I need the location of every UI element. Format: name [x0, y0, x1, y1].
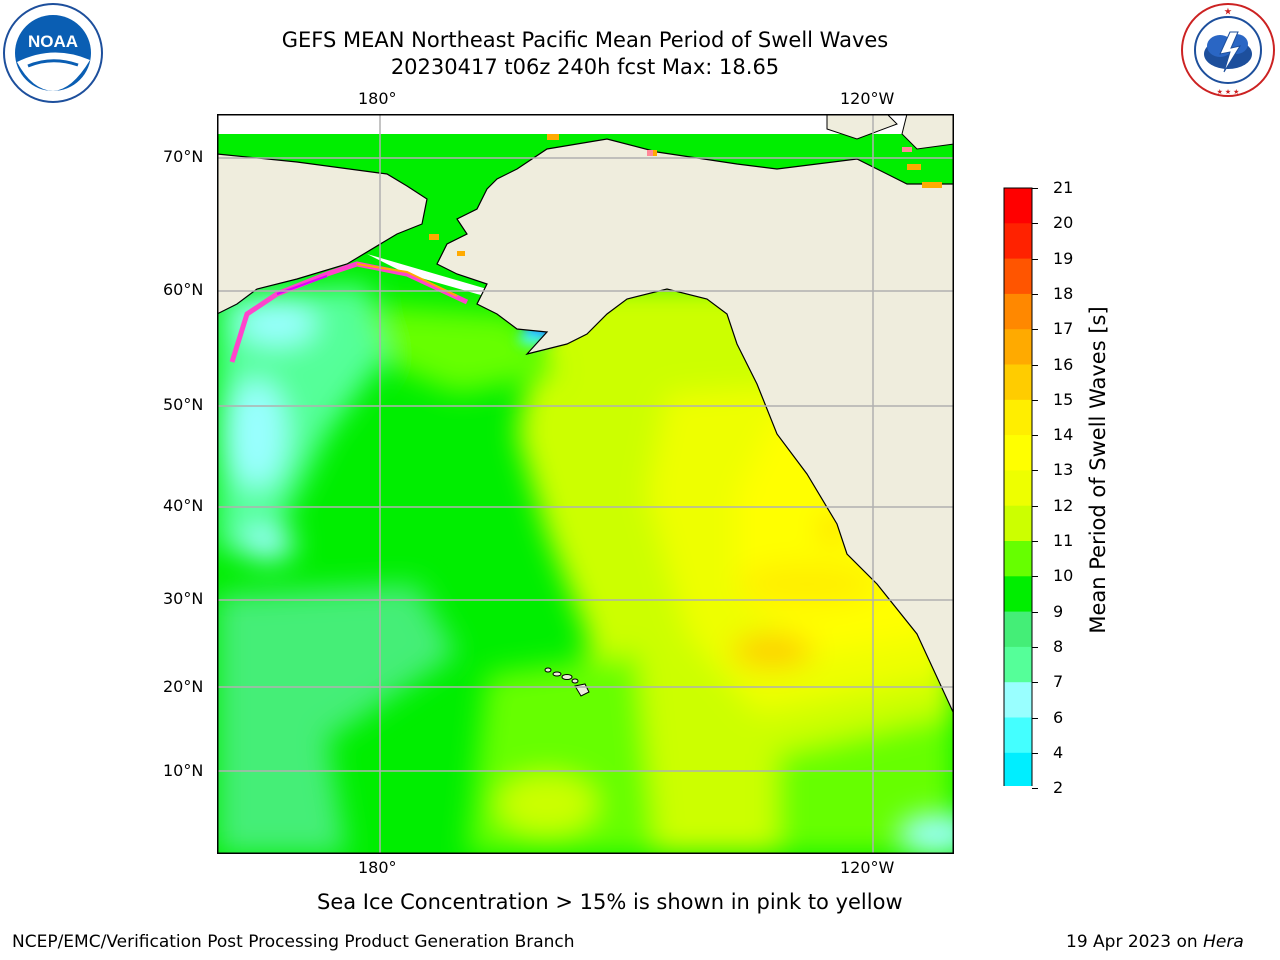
- colorbar-ticks: 21 20 19 18 17 16 15 14 13 12 11 10 9 8 7 6 4 2: [1032, 0, 1090, 960]
- lat-tick-60n: 60°N: [163, 280, 204, 299]
- footer-credit: NCEP/EMC/Verification Post Processing Pr…: [12, 932, 575, 952]
- colorbar-segment: [1004, 682, 1032, 718]
- colorbar-segment: [1004, 541, 1032, 577]
- colorbar-segment: [1004, 470, 1032, 507]
- lon-tick-bottom-180: 180°: [358, 858, 397, 877]
- sea-ice-note: Sea Ice Concentration > 15% is shown in …: [317, 890, 903, 914]
- colorbar-tick-mark: [1032, 470, 1038, 472]
- colorbar-tick-mark: [1032, 752, 1038, 754]
- colorbar-segment: [1004, 611, 1032, 648]
- colorbar-segment: [1004, 329, 1032, 365]
- colorbar-tick-mark: [1032, 329, 1038, 331]
- colorbar-tick-mark: [1032, 646, 1038, 648]
- colorbar-tick-label: 6: [1053, 707, 1064, 727]
- chart-title-line1: GEFS MEAN Northeast Pacific Mean Period …: [281, 28, 889, 52]
- colorbar-tick-mark: [1032, 717, 1038, 719]
- noaa-logo-text: NOAA: [28, 32, 78, 51]
- map-frame: [217, 114, 954, 854]
- colorbar-segment: [1004, 364, 1032, 401]
- colorbar-tick-label: 16: [1053, 354, 1074, 374]
- svg-text:★: ★: [1224, 7, 1232, 16]
- colorbar-tick-label: 19: [1053, 248, 1074, 268]
- colorbar-segment: [1004, 188, 1032, 224]
- colorbar-segment: [1004, 293, 1032, 330]
- colorbar-tick-mark: [1032, 541, 1038, 542]
- colorbar-tick-label: 12: [1053, 495, 1074, 515]
- colorbar-segment: [1004, 576, 1032, 613]
- colorbar-tick-label: 21: [1053, 178, 1074, 197]
- footer-date-text: 19 Apr 2023 on: [1066, 932, 1204, 952]
- lat-tick-50n: 50°N: [163, 395, 204, 414]
- colorbar-tick-label: 17: [1053, 319, 1074, 339]
- colorbar-tick-label: 9: [1053, 601, 1064, 621]
- colorbar-tick-mark: [1032, 188, 1038, 189]
- lon-tick-bottom-120w: 120°W: [840, 858, 895, 877]
- colorbar-segment: [1004, 223, 1032, 260]
- colorbar: [1000, 186, 1040, 888]
- colorbar-segment: [1004, 435, 1032, 471]
- colorbar-tick-label: 4: [1053, 742, 1064, 762]
- colorbar-tick-label: 13: [1053, 460, 1074, 480]
- colorbar-tick-label: 11: [1053, 531, 1074, 550]
- footer-date: 19 Apr 2023 on Hera: [1066, 932, 1244, 952]
- colorbar-segment: [1004, 717, 1032, 754]
- colorbar-tick-label: 15: [1053, 389, 1074, 409]
- footer-machine: Hera: [1203, 932, 1244, 952]
- colorbar-tick-mark: [1032, 611, 1038, 613]
- colorbar-segment: [1004, 258, 1032, 295]
- colorbar-tick-label: 2: [1053, 778, 1064, 798]
- lat-tick-10n: 10°N: [163, 761, 204, 780]
- lon-tick-top-120w: 120°W: [840, 89, 895, 108]
- colorbar-tick-mark: [1032, 293, 1038, 295]
- lat-tick-70n: 70°N: [163, 147, 204, 166]
- colorbar-tick-label: 7: [1053, 672, 1064, 692]
- colorbar-tick-mark: [1032, 258, 1038, 260]
- colorbar-tick-mark: [1032, 364, 1038, 366]
- colorbar-tick-label: 20: [1053, 213, 1074, 233]
- colorbar-tick-mark: [1032, 223, 1038, 225]
- colorbar-segment: [1004, 399, 1032, 436]
- swell-period-map: [217, 114, 954, 854]
- colorbar-segment: [1004, 752, 1032, 789]
- colorbar-tick-mark: [1032, 505, 1038, 507]
- colorbar-tick-mark: [1032, 788, 1038, 790]
- chart-title-line2: 20230417 t06z 240h fcst Max: 18.65: [390, 55, 780, 79]
- colorbar-segment: [1004, 505, 1032, 542]
- colorbar-tick-label: 8: [1053, 636, 1064, 656]
- colorbar-label: Mean Period of Swell Waves [s]: [1086, 306, 1110, 634]
- colorbar-tick-mark: [1032, 399, 1038, 401]
- colorbar-tick-mark: [1032, 435, 1038, 437]
- noaa-logo: NOAA: [2, 2, 104, 104]
- lat-tick-30n: 30°N: [163, 589, 204, 608]
- nws-logo: ★ ★ ★ ★: [1180, 2, 1276, 98]
- colorbar-tick-mark: [1032, 576, 1038, 578]
- lat-tick-20n: 20°N: [163, 677, 204, 696]
- colorbar-segment: [1004, 646, 1032, 683]
- colorbar-tick-label: 10: [1053, 566, 1074, 586]
- colorbar-tick-label: 14: [1053, 425, 1074, 445]
- lat-tick-40n: 40°N: [163, 496, 204, 515]
- colorbar-tick-mark: [1032, 682, 1038, 684]
- svg-text:★ ★ ★: ★ ★ ★: [1217, 88, 1240, 96]
- lon-tick-top-180: 180°: [358, 89, 397, 108]
- colorbar-tick-label: 18: [1053, 283, 1074, 303]
